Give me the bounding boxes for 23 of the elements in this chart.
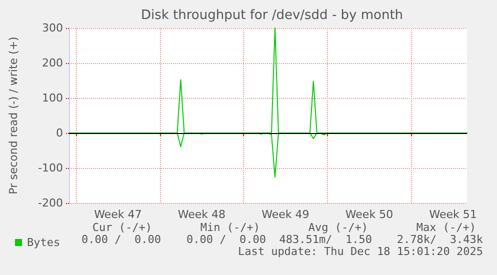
text: 0.00 / 0.00 — [186, 233, 266, 246]
x-tick-label: Week 47 — [94, 208, 142, 221]
x-tick-label: Week 51 — [429, 208, 477, 221]
y-tick-label: -100 — [38, 162, 63, 174]
y-tick-label: 0 — [56, 126, 63, 140]
text: 0.00 / 0.00 — [82, 233, 161, 246]
text: Avg (-/+) — [308, 221, 368, 234]
y-axis-title: Pr second read (-) / write (+) — [7, 36, 20, 194]
y-tick-label: -200 — [38, 196, 63, 210]
y-tick-label: 200 — [42, 56, 63, 70]
x-tick-label: Week 50 — [345, 208, 394, 221]
x-tick-label: Week 49 — [262, 208, 310, 221]
y-tick-label: 300 — [42, 22, 63, 34]
text: Min (-/+) — [200, 221, 260, 234]
legend-label: Bytes — [27, 236, 60, 249]
text: 483.51m/ 1.50 — [279, 233, 372, 246]
text: Max (-/+) — [416, 221, 476, 234]
text: 2.78k/ 3.43k — [396, 233, 484, 246]
x-tick-label: Week 48 — [178, 208, 226, 221]
text: Last update: Thu Dec 18 15:01:20 2025 — [238, 245, 483, 258]
chart-title: Disk throughput for /dev/sdd - by month — [140, 8, 404, 23]
y-tick-label: 100 — [42, 92, 63, 104]
text: Cur (-/+) — [92, 221, 152, 234]
